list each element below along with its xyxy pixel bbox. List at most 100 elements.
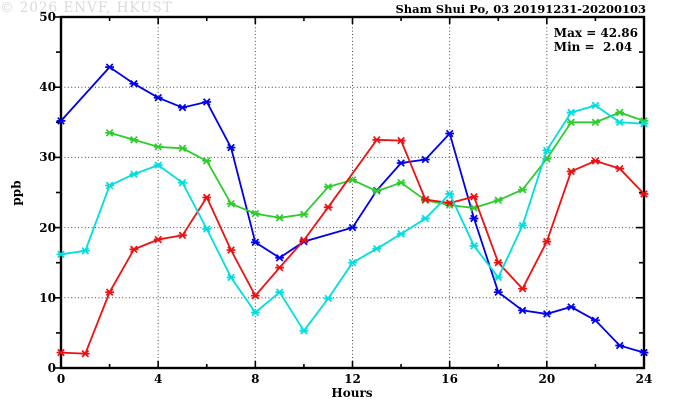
series-cyan-marker: [396, 230, 406, 238]
series-cyan-marker: [202, 225, 212, 233]
series-cyan-marker: [178, 178, 187, 187]
series-green-marker: [566, 118, 576, 127]
series-red-marker: [56, 348, 66, 357]
series-cyan-marker: [348, 258, 357, 267]
series-cyan-marker: [420, 214, 430, 223]
series-cyan-marker: [129, 170, 139, 179]
series-red-marker: [566, 167, 576, 176]
series-green-line: [109, 111, 645, 219]
series-green-marker: [591, 118, 600, 127]
x-tick-label: 24: [635, 372, 653, 386]
series-red-marker: [518, 284, 527, 293]
series-red-marker: [250, 291, 260, 300]
series-cyan-marker: [250, 308, 260, 317]
series-blue-marker: [518, 306, 527, 315]
series-cyan-marker: [615, 118, 625, 127]
series-cyan-marker: [105, 181, 114, 190]
series-green-marker: [615, 108, 625, 117]
y-tick-label: 20: [39, 220, 56, 235]
series-blue-marker: [226, 143, 236, 152]
series-red-marker: [178, 231, 187, 240]
x-tick-label: 4: [153, 372, 163, 386]
series-blue-marker: [615, 341, 625, 350]
series-blue: [56, 63, 649, 357]
stat-max: Max = 42.86: [553, 26, 638, 40]
series-cyan-marker: [639, 119, 649, 128]
series-green-marker: [129, 136, 139, 144]
watermark-text: © 2026 ENVF, HKUST: [0, 0, 173, 16]
stats-box: Max = 42.86 Min = 2.04: [554, 26, 638, 54]
series-red-marker: [639, 190, 649, 198]
series-green-marker: [153, 143, 163, 151]
y-tick-label: 0: [47, 361, 56, 375]
series-blue-marker: [469, 214, 479, 223]
series-cyan-marker: [493, 273, 503, 282]
series-blue-marker: [153, 93, 163, 102]
series-green-marker: [275, 213, 285, 222]
series-blue-marker: [129, 79, 139, 88]
series-cyan-marker: [299, 326, 309, 335]
series-red-marker: [396, 136, 406, 145]
series-red-marker: [591, 157, 600, 165]
axes-frame: [59, 15, 646, 370]
y-tick-label: 30: [39, 150, 56, 165]
series-green-marker: [493, 196, 503, 205]
series-red-marker: [105, 288, 114, 296]
series-red-marker: [275, 263, 285, 272]
y-tick-label: 50: [39, 10, 56, 24]
series-green: [105, 108, 649, 222]
series-blue-marker: [275, 253, 285, 262]
series-cyan-marker: [56, 250, 66, 259]
series-blue-marker: [445, 129, 455, 138]
series-blue-marker: [566, 303, 576, 311]
x-tick-label: 12: [344, 372, 361, 386]
y-tick-label: 10: [39, 290, 56, 305]
series-blue-marker: [178, 103, 187, 112]
series-cyan-marker: [80, 246, 90, 255]
series-red-line: [60, 138, 645, 355]
series-red-marker: [493, 258, 503, 267]
series-blue-marker: [542, 310, 552, 318]
series-red-marker: [323, 203, 333, 212]
series-red-marker: [542, 237, 552, 246]
series-green-marker: [372, 187, 382, 195]
series-blue-marker: [250, 238, 260, 247]
x-tick-label: 0: [56, 372, 66, 386]
series-cyan-marker: [518, 221, 527, 230]
series-blue-marker: [591, 316, 600, 325]
x-tick-label: 20: [538, 372, 556, 386]
series-cyan-marker: [469, 242, 479, 250]
series-blue-marker: [348, 223, 357, 232]
series-blue-marker: [105, 63, 114, 71]
series-blue-marker: [202, 98, 212, 106]
series-cyan-marker: [226, 273, 236, 282]
x-axis-label: Hours: [331, 386, 373, 400]
series-cyan-marker: [372, 244, 382, 253]
series-red-marker: [129, 245, 139, 254]
series-green-marker: [226, 199, 236, 208]
series-red: [56, 136, 649, 358]
series-blue-marker: [493, 288, 503, 296]
series-red-marker: [153, 235, 163, 244]
series-green-marker: [105, 129, 114, 137]
series-red-marker: [445, 199, 455, 207]
chart-title: Sham Shui Po, 03 20191231-20200103: [395, 2, 646, 16]
series-cyan-marker: [566, 108, 576, 117]
series-red-marker: [80, 349, 90, 358]
series-blue-marker: [639, 348, 649, 357]
series-green-marker: [202, 157, 212, 165]
stat-min: Min = 2.04: [553, 40, 633, 54]
series-blue-marker: [420, 155, 430, 164]
series-green-marker: [323, 183, 333, 191]
series-red-marker: [615, 164, 625, 173]
series-red-marker: [420, 195, 430, 204]
series-green-marker: [396, 178, 406, 187]
series-red-marker: [372, 136, 382, 144]
series-red-marker: [299, 236, 309, 245]
x-tick-label: 16: [441, 372, 458, 386]
series-green-marker: [250, 209, 260, 218]
series-cyan-marker: [323, 294, 333, 303]
series-green-marker: [518, 185, 527, 194]
